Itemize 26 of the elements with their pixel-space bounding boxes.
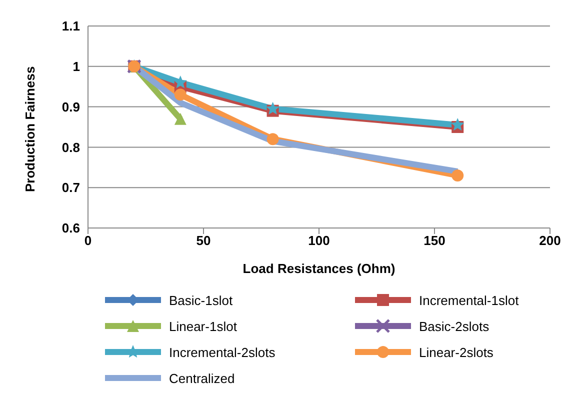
y-tick-label: 0.7 — [62, 180, 80, 196]
legend-label: Linear-2slots — [419, 344, 494, 360]
x-axis-title: Load Resistances (Ohm) — [242, 261, 396, 276]
x-tick-label: 50 — [196, 233, 211, 248]
x-tick-label: 0 — [84, 233, 92, 248]
point — [450, 118, 464, 131]
y-tick-label: 1.1 — [62, 18, 80, 34]
legend-label: Incremental-2slots — [169, 344, 276, 360]
legend-label: Basic-2slots — [419, 318, 490, 334]
point — [174, 88, 186, 101]
y-tick-label: 1 — [72, 59, 80, 74]
y-tick-label: 0.8 — [62, 140, 80, 155]
x-tick-label: 150 — [424, 233, 446, 248]
legend-label: Incremental-1slot — [419, 292, 519, 308]
legend-label: Linear-1slot — [169, 318, 237, 334]
x-tick-label: 100 — [308, 233, 330, 248]
point — [174, 76, 188, 88]
legend-label: Basic-1slot — [169, 292, 233, 308]
x-tick-label: 200 — [539, 233, 561, 248]
legend-label: Centralized — [169, 370, 235, 386]
y-tick-label: 0.9 — [62, 99, 80, 114]
point — [452, 169, 464, 182]
y-tick-label: 0.6 — [62, 220, 80, 236]
y-axis-title: Production Fairness — [22, 66, 38, 192]
point — [266, 102, 280, 114]
point — [266, 133, 279, 146]
